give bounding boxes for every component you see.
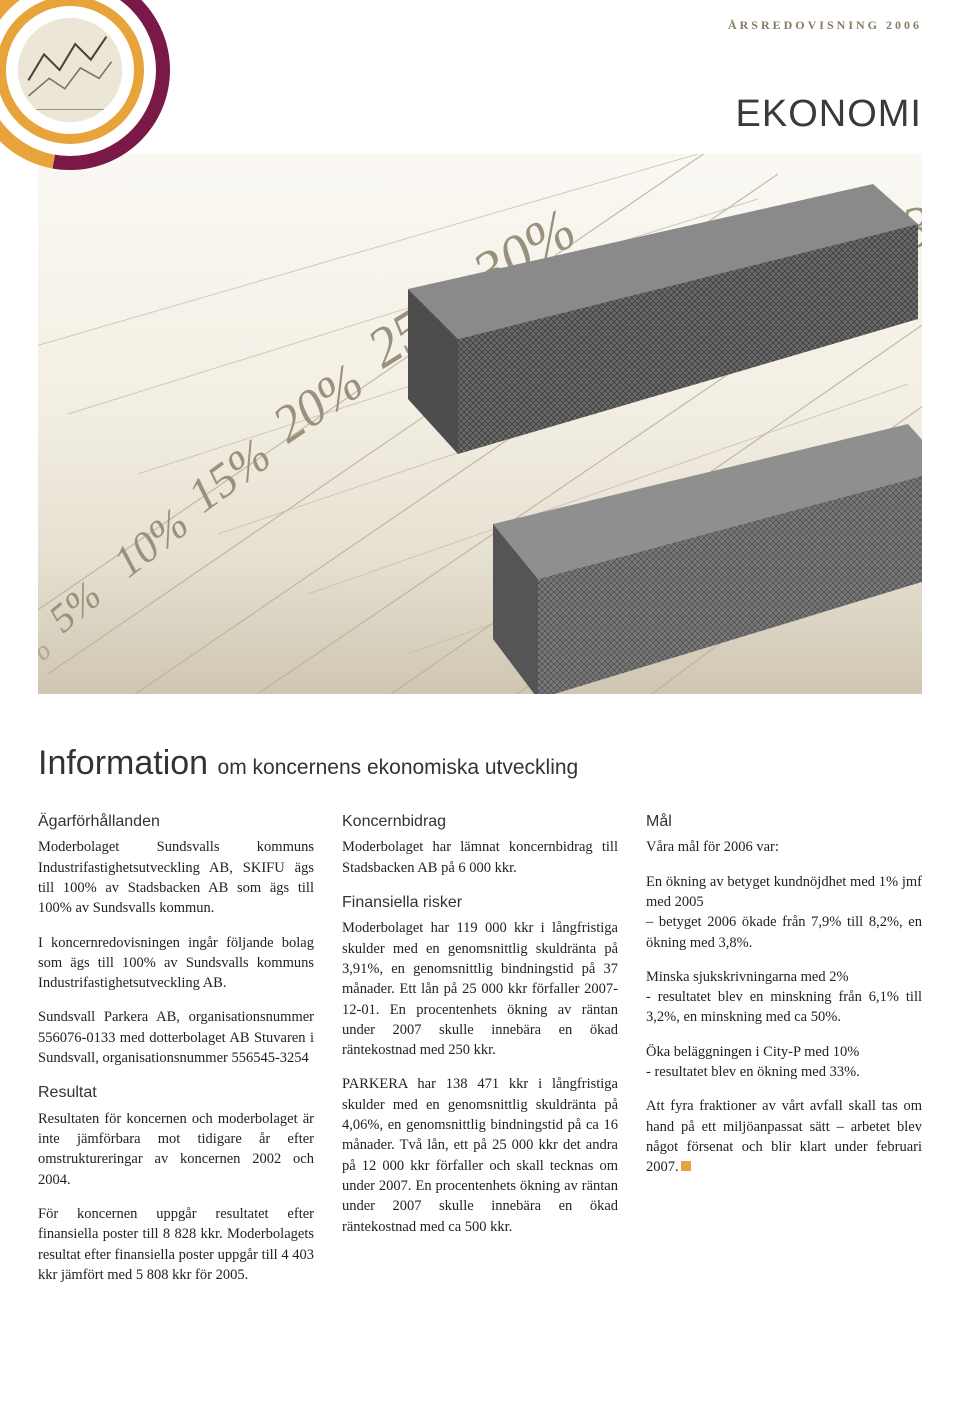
col2-heading-finans: Finansiella risker <box>342 892 618 914</box>
body-text: Moderbolaget har lämnat koncernbidrag ti… <box>342 837 618 878</box>
axis-label: 20% <box>263 353 374 454</box>
col1-heading-agar: Ägarförhållanden <box>38 811 314 833</box>
column-3: Mål Våra mål för 2006 var: En ökning av … <box>646 811 922 1299</box>
axis-label: 0% <box>38 628 59 690</box>
body-text: Sundsvall Parkera AB, organisationsnumme… <box>38 1007 314 1068</box>
column-2: Koncernbidrag Moderbolaget har lämnat ko… <box>342 811 618 1299</box>
body-text: Moderbolaget Sundsvalls kommuns Industri… <box>38 837 314 918</box>
body-text: I koncernredovisningen ingår följande bo… <box>38 933 314 994</box>
article-title-sub: om koncernens ekonomiska utveckling <box>218 756 579 779</box>
axis-label: 15% <box>178 428 280 523</box>
body-text: PARKERA har 138 471 kkr i långfristiga s… <box>342 1074 618 1236</box>
article-columns: Ägarförhållanden Moderbolaget Sundsvalls… <box>38 811 922 1299</box>
chart-bar <box>408 184 918 454</box>
body-text: Att fyra fraktioner av vårt avfall skall… <box>646 1096 922 1177</box>
col1-heading-resultat: Resultat <box>38 1082 314 1104</box>
axis-label: 5% <box>40 572 110 641</box>
body-text: Våra mål för 2006 var: <box>646 837 922 857</box>
hero-chart: 36% 29% 30% 25% 20% 15% 10% 5% 0% <box>38 154 922 694</box>
body-text: Moderbolaget har 119 000 kkr i långfrist… <box>342 918 618 1060</box>
column-1: Ägarförhållanden Moderbolaget Sundsvalls… <box>38 811 314 1299</box>
body-text: För koncernen uppgår resultatet efter fi… <box>38 1204 314 1285</box>
body-text: Öka beläggningen i City-P med 10% - resu… <box>646 1042 922 1083</box>
axis-label: 10% <box>104 499 198 587</box>
col3-heading-mal: Mål <box>646 811 922 833</box>
logo-center-chart-icon <box>18 18 122 122</box>
body-text: Resultaten för koncernen och moderbolage… <box>38 1109 314 1190</box>
article-title-main: Information <box>38 744 208 782</box>
body-text: Minska sjukskrivningarna med 2% - result… <box>646 967 922 1028</box>
body-text: En ökning av betyget kundnöjdhet med 1% … <box>646 872 922 953</box>
col2-heading-koncernbidrag: Koncernbidrag <box>342 811 618 833</box>
article-title: Information om koncernens ekonomiska utv… <box>38 744 922 783</box>
logo-mark <box>0 0 190 190</box>
end-marker-icon <box>681 1161 691 1171</box>
chart-bar <box>493 424 922 694</box>
